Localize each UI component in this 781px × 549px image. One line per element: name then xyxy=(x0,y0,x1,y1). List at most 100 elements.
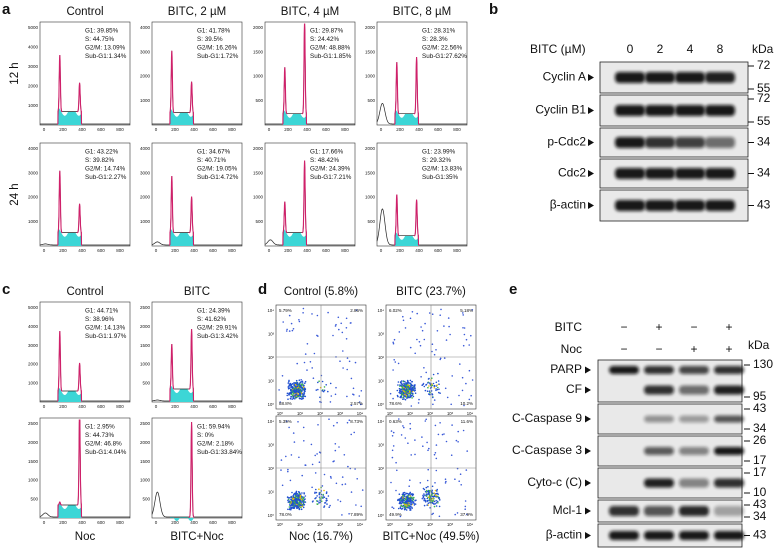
scatter-dot xyxy=(416,312,419,315)
scatter-dot xyxy=(426,489,428,492)
blot-band xyxy=(644,415,674,423)
scatter-dot xyxy=(392,445,395,447)
scatter-dot xyxy=(426,441,428,444)
y-tick-label: 1000 xyxy=(28,103,39,108)
x-tick-label: 200 xyxy=(396,248,404,253)
scatter-dot xyxy=(435,381,438,384)
y-tick-label: 1500 xyxy=(140,459,151,464)
scatter-dot xyxy=(315,488,317,491)
quadrant-value: 8.73% xyxy=(350,419,363,424)
scatter-dot xyxy=(304,464,307,466)
blot-band xyxy=(645,105,675,116)
scatter-dot xyxy=(334,325,337,327)
scatter-dot xyxy=(407,391,409,393)
scatter-dot xyxy=(301,387,304,390)
marker-label: 34 xyxy=(753,421,767,435)
scatter-dot xyxy=(292,397,295,400)
scatter-dot xyxy=(401,385,403,388)
scatter-dot xyxy=(290,498,292,501)
scatter-dot xyxy=(424,322,426,325)
scatter-dot xyxy=(424,420,427,422)
quadrant-value: 0.63% xyxy=(389,419,402,424)
scatter-dot xyxy=(411,497,413,500)
scatter-dot xyxy=(329,382,332,385)
scatter-dot xyxy=(290,506,292,509)
y-tick-label: 2000 xyxy=(28,83,39,88)
scatter-dot xyxy=(422,383,424,386)
scatter-dot xyxy=(431,501,434,504)
scatter-dot xyxy=(320,500,323,503)
scatter-dot xyxy=(353,431,356,434)
blot-band xyxy=(615,168,645,179)
scatter-dot xyxy=(432,495,435,498)
y-tick-label: 10⁴ xyxy=(268,308,275,313)
scatter-dot xyxy=(465,338,468,341)
scatter-dot xyxy=(301,505,304,508)
scatter-dot xyxy=(335,482,338,485)
y-tick-label: 1500 xyxy=(253,170,264,175)
scatter-dot xyxy=(459,363,461,365)
treatment-sign: + xyxy=(725,342,732,356)
scatter-dot xyxy=(303,499,305,501)
scatter-dot xyxy=(303,361,306,364)
scatter-dot xyxy=(432,512,435,515)
scatter-dot xyxy=(395,461,397,464)
scatter-dot xyxy=(433,399,436,401)
scatter-dot xyxy=(433,387,436,389)
scatter-dot xyxy=(298,498,301,501)
scatter-dot xyxy=(438,497,440,499)
stat-text: G1: 29.87% xyxy=(310,28,344,35)
stat-text: Sub-G1:3.42% xyxy=(197,333,239,340)
scatter-dot xyxy=(316,334,318,337)
scatter-dot xyxy=(301,390,303,392)
y-tick-label: 4000 xyxy=(140,25,151,30)
scatter-dot xyxy=(411,387,413,389)
stat-text: Sub-G1:1.34% xyxy=(85,53,127,60)
scatter-dot xyxy=(438,505,441,508)
scatter-dot xyxy=(399,381,402,383)
x-tick-label: 200 xyxy=(284,127,292,132)
x-tick-label: 0 xyxy=(43,248,46,253)
stat-text: Sub-G1:1.97% xyxy=(85,333,127,340)
quadrant-value: 88.8% xyxy=(279,401,292,406)
scatter-dot xyxy=(427,449,429,452)
scatter-dot xyxy=(408,395,411,397)
scatter-dot xyxy=(397,507,400,510)
x-tick-label: 800 xyxy=(116,248,124,253)
scatter-dot xyxy=(454,478,456,481)
treatment-sign: − xyxy=(690,320,697,334)
x-tick-label: 10¹ xyxy=(407,522,414,527)
scatter-dot xyxy=(428,312,431,314)
scatter-dot xyxy=(297,506,300,509)
scatter-dot xyxy=(417,402,420,404)
scatter-dot xyxy=(323,386,326,388)
arrow xyxy=(585,447,591,455)
scatter-dot xyxy=(407,499,410,502)
scatter-dot xyxy=(298,507,301,510)
protein-label: Cyclin B1 xyxy=(535,103,586,117)
scatter-dot xyxy=(343,454,346,456)
scatter-dot xyxy=(345,327,348,329)
scatter-dot xyxy=(344,483,347,485)
scatter-dot xyxy=(338,328,340,331)
x-tick-label: 10⁰ xyxy=(277,411,284,416)
x-tick-label: 600 xyxy=(434,248,442,253)
x-tick-label: 600 xyxy=(97,127,105,132)
x-tick-label: 10¹ xyxy=(297,522,304,527)
scatter-dot xyxy=(310,443,313,446)
scatter-dot xyxy=(437,502,439,504)
scatter-dot xyxy=(334,449,337,452)
scatter-dot xyxy=(302,307,305,310)
peak-fit xyxy=(76,203,83,246)
scatter-dot xyxy=(290,395,292,398)
scatter-dot xyxy=(400,496,403,498)
scatter-dot xyxy=(433,495,436,498)
scatter-dot xyxy=(292,389,295,392)
scatter-dot xyxy=(296,381,299,384)
scatter-dot xyxy=(340,322,343,325)
scatter-dot xyxy=(428,390,431,393)
scatter-dot xyxy=(403,508,406,511)
scatter-dot xyxy=(435,389,437,392)
scatter-dot xyxy=(300,498,303,501)
scatter-dot xyxy=(431,489,434,492)
